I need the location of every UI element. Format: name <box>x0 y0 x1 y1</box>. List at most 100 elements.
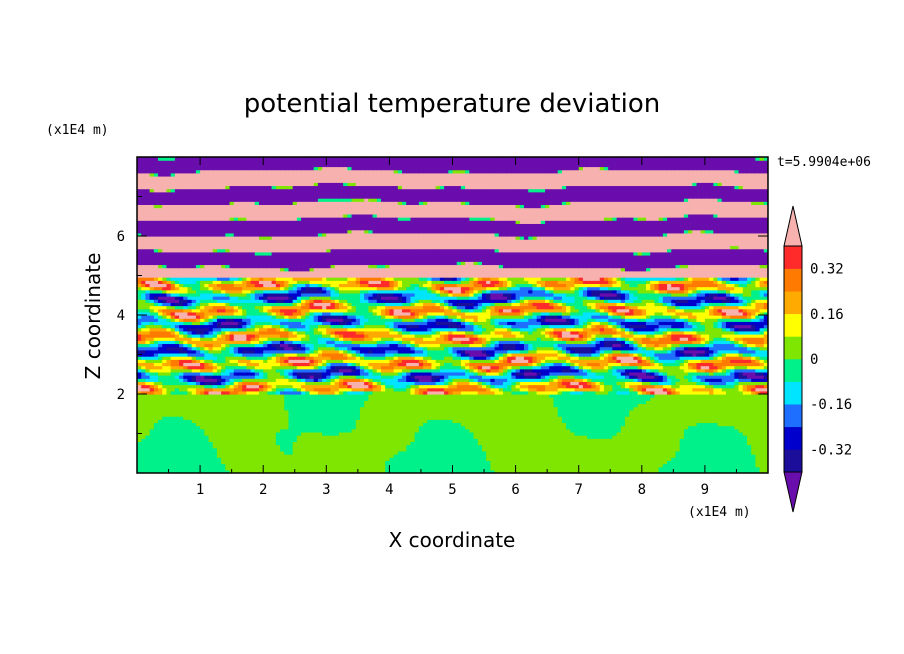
field-cell <box>667 368 672 373</box>
field-cell <box>145 368 151 373</box>
field-cell <box>221 387 226 392</box>
field-cell <box>334 447 340 452</box>
field-cell <box>654 438 660 442</box>
field-cell <box>465 460 470 465</box>
field-cell <box>667 444 672 449</box>
field-cell <box>481 403 487 408</box>
field-cell <box>402 457 407 461</box>
field-cell <box>692 406 698 411</box>
field-cell <box>696 400 702 405</box>
field-cell <box>372 435 378 439</box>
field-cell <box>502 409 508 414</box>
field-cell <box>540 422 546 427</box>
field-cell <box>410 403 416 408</box>
field-cell <box>692 368 698 373</box>
field-cell <box>158 387 163 392</box>
field-cell <box>246 412 252 417</box>
field-cell <box>675 460 681 465</box>
field-cell <box>275 450 281 455</box>
field-cell <box>137 394 142 398</box>
field-cell <box>444 406 449 411</box>
field-cell <box>646 431 651 436</box>
field-cell <box>734 444 740 449</box>
field-cell <box>452 469 458 473</box>
field-cell <box>141 444 147 449</box>
field-cell <box>263 397 269 401</box>
field-cell <box>763 409 768 414</box>
field-cell <box>511 441 517 446</box>
field-cell <box>179 375 184 379</box>
field-cell <box>305 365 311 370</box>
field-cell <box>481 454 487 458</box>
field-cell <box>254 444 260 449</box>
field-cell <box>153 378 159 382</box>
field-cell <box>511 450 517 455</box>
field-cell <box>650 384 656 389</box>
field-cell <box>549 460 555 465</box>
field-cell <box>225 371 231 376</box>
field-cell <box>174 390 180 395</box>
field-cell <box>237 394 243 398</box>
field-cell <box>759 447 765 452</box>
field-cell <box>427 431 433 436</box>
field-cell <box>212 450 218 455</box>
field-cell <box>608 444 613 449</box>
field-cell <box>292 463 298 468</box>
field-cell <box>675 397 681 401</box>
field-cell <box>439 371 445 376</box>
field-cell <box>734 450 740 455</box>
field-cell <box>275 447 281 452</box>
field-cell <box>170 406 176 411</box>
field-cell <box>334 419 340 424</box>
field-cell <box>515 425 521 430</box>
field-cell <box>343 371 348 376</box>
field-cell <box>725 438 731 442</box>
field-cell <box>343 428 348 433</box>
field-cell <box>742 457 748 461</box>
field-cell <box>536 416 542 420</box>
field-cell <box>246 375 252 379</box>
field-cell <box>641 447 647 452</box>
field-cell <box>755 400 761 405</box>
field-cell <box>427 387 433 392</box>
field-cell <box>498 444 504 449</box>
field-cell <box>225 419 231 424</box>
field-cell <box>704 397 710 401</box>
field-cell <box>519 390 525 395</box>
field-cell <box>246 371 252 376</box>
field-cell <box>406 375 412 379</box>
field-cell <box>393 403 399 408</box>
field-cell <box>650 460 656 465</box>
field-cell <box>456 444 462 449</box>
field-cell <box>730 463 735 468</box>
field-cell <box>233 412 239 417</box>
field-cell <box>498 422 504 427</box>
field-cell <box>637 431 643 436</box>
field-cell <box>667 466 672 471</box>
field-cell <box>427 390 433 395</box>
field-cell <box>233 422 239 427</box>
field-cell <box>696 469 702 473</box>
field-cell <box>763 394 768 398</box>
field-cell <box>275 419 281 424</box>
field-cell <box>330 412 336 417</box>
field-cell <box>667 450 672 455</box>
field-cell <box>595 378 601 382</box>
field-cell <box>515 422 521 427</box>
field-cell <box>738 438 744 442</box>
field-cell <box>275 431 281 436</box>
field-cell <box>212 454 218 458</box>
field-cell <box>280 422 285 427</box>
field-cell <box>170 394 176 398</box>
field-cell <box>406 384 412 389</box>
field-cell <box>296 466 302 471</box>
field-cell <box>402 387 407 392</box>
field-cell <box>557 431 563 436</box>
field-cell <box>595 431 601 436</box>
field-cell <box>385 368 390 373</box>
field-cell <box>397 460 403 465</box>
field-cell <box>216 368 222 373</box>
field-cell <box>313 422 319 427</box>
field-cell <box>242 384 247 389</box>
field-cell <box>347 425 353 430</box>
